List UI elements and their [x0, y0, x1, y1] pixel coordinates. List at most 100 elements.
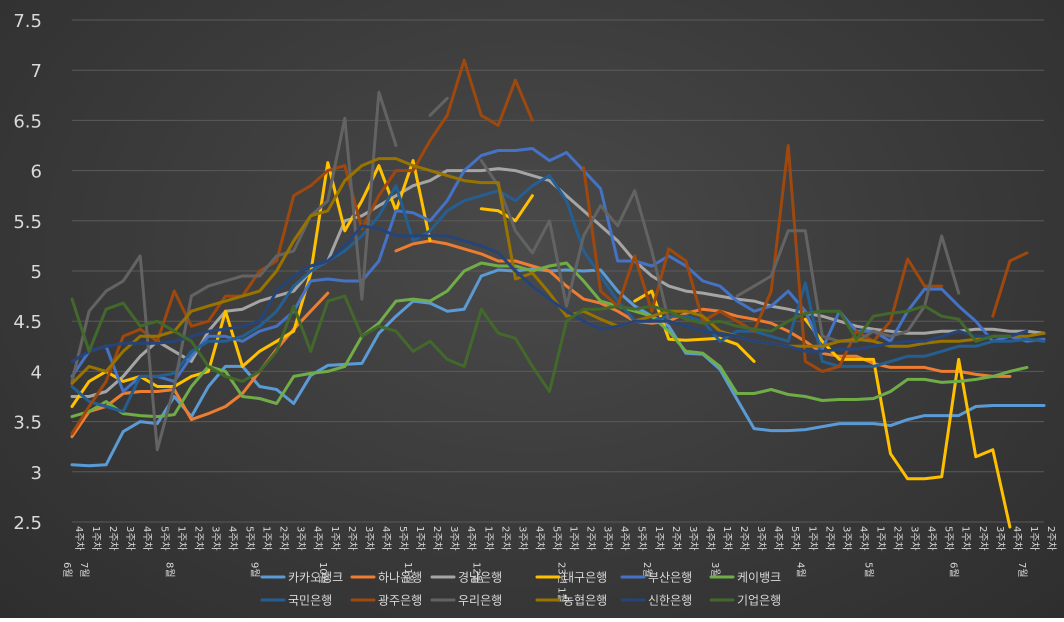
- y-tick-label: 5.5: [13, 212, 42, 233]
- x-tick-label: 3주차: [994, 526, 1006, 551]
- x-tick-label: 5주차: [158, 526, 170, 551]
- svg-text:5주차: 5주차: [550, 526, 562, 551]
- x-tick-label: 4주차: [619, 526, 631, 551]
- x-tick-label: 2주차: [278, 526, 290, 551]
- svg-text:1주차: 1주차: [175, 526, 187, 551]
- svg-text:4주차: 4주차: [380, 526, 392, 551]
- series-line-6: [70, 174, 1046, 414]
- svg-text:2주차: 2주차: [977, 526, 989, 551]
- legend-item: 하나은행: [350, 570, 422, 585]
- legend-item: 농협은행: [535, 593, 607, 608]
- legend-label: 광주은행: [378, 593, 422, 608]
- svg-text:12월: 12월: [470, 562, 482, 584]
- svg-text:2주차: 2주차: [585, 526, 597, 551]
- svg-text:2주차: 2주차: [738, 526, 750, 551]
- svg-text:7월: 7월: [1016, 562, 1028, 578]
- series-line-11: [70, 294, 1012, 393]
- svg-text:4월: 4월: [794, 562, 806, 578]
- svg-text:1주차: 1주차: [653, 526, 665, 551]
- svg-text:4주차: 4주차: [857, 526, 869, 551]
- x-tick-label: 3주차: [687, 526, 699, 551]
- y-axis-ticks: 2.5 3 3.5 4 4.5 5 5.5 6 6.5 7 7.5: [13, 11, 42, 534]
- x-tick-label: 2주차: [892, 526, 904, 551]
- x-tick-label: 3주차: [448, 526, 460, 551]
- x-tick-label: 2주차: [346, 526, 358, 551]
- svg-text:3주차: 3주차: [755, 526, 767, 551]
- series-line-8: [70, 90, 961, 452]
- legend-label: 케이뱅크: [737, 571, 781, 585]
- x-tick-label: 5주차: [636, 526, 648, 551]
- svg-text:5주차: 5주차: [789, 526, 801, 551]
- legend-label: 하나은행: [378, 570, 422, 585]
- series-lines: [70, 58, 1046, 529]
- series-line-10: [70, 224, 1029, 363]
- svg-text:3주차: 3주차: [209, 526, 221, 551]
- svg-text:8월: 8월: [163, 562, 175, 578]
- x-tick-label: 3주차: [295, 526, 307, 551]
- x-tick-label: 4주차: [1011, 526, 1023, 551]
- svg-text:2주차: 2주차: [670, 526, 682, 551]
- y-tick-label: 6: [31, 162, 42, 183]
- y-tick-label: 6.5: [13, 111, 42, 132]
- y-tick-label: 3: [31, 463, 42, 484]
- legend-item: 부산은행: [620, 570, 692, 585]
- svg-text:2주차: 2주차: [499, 526, 511, 551]
- y-tick-label: 2.5: [13, 513, 42, 534]
- svg-text:9월: 9월: [249, 562, 261, 578]
- svg-text:1주차: 1주차: [329, 526, 341, 551]
- svg-text:5주차: 5주차: [636, 526, 648, 551]
- x-tick-label: 4주차: [704, 526, 716, 551]
- svg-text:4주차: 4주차: [619, 526, 631, 551]
- series-line-5: [70, 261, 1029, 419]
- x-tick-label: 3주차: [209, 526, 221, 551]
- legend-item: 국민은행: [260, 593, 332, 608]
- svg-text:1주차: 1주차: [414, 526, 426, 551]
- svg-text:5주차: 5주차: [244, 526, 256, 551]
- legend-item: 우리은행: [430, 593, 502, 608]
- svg-text:1주차: 1주차: [721, 526, 733, 551]
- svg-text:4주차: 4주차: [704, 526, 716, 551]
- svg-text:3주차: 3주차: [295, 526, 307, 551]
- svg-text:3주차: 3주차: [363, 526, 375, 551]
- svg-text:3주차: 3주차: [124, 526, 136, 551]
- svg-text:5주차: 5주차: [397, 526, 409, 551]
- svg-text:2주차: 2주차: [107, 526, 119, 551]
- svg-text:5주차: 5주차: [943, 526, 955, 551]
- svg-text:23년 1월: 23년 1월: [556, 562, 568, 603]
- legend-label: 경남은행: [458, 570, 502, 585]
- svg-text:3주차: 3주차: [516, 526, 528, 551]
- svg-text:1주차: 1주차: [806, 526, 818, 551]
- y-tick-label: 7.5: [13, 11, 42, 32]
- legend-item: 케이뱅크: [709, 571, 781, 585]
- svg-text:5주차: 5주차: [158, 526, 170, 551]
- svg-text:1주차: 1주차: [568, 526, 580, 551]
- x-tick-label: 4주차: [533, 526, 545, 551]
- svg-text:6월: 6월: [61, 562, 73, 578]
- x-tick-label: 5주차: [397, 526, 409, 551]
- legend-item: 기업은행: [709, 593, 781, 608]
- svg-text:1주차: 1주차: [960, 526, 972, 551]
- legend-label: 대구은행: [563, 570, 607, 585]
- x-tick-label: 4주차: [772, 526, 784, 551]
- x-tick-label: 3주차: [602, 526, 614, 551]
- svg-text:2주차: 2주차: [192, 526, 204, 551]
- svg-text:11월: 11월: [402, 562, 414, 584]
- legend-item: 광주은행: [350, 593, 422, 608]
- svg-text:3월: 3월: [709, 562, 721, 578]
- x-tick-label: 2주차: [1045, 526, 1057, 551]
- svg-text:4주차: 4주차: [226, 526, 238, 551]
- x-tick-label: 4주차: [380, 526, 392, 551]
- y-tick-label: 4.5: [13, 312, 42, 333]
- svg-text:4주차: 4주차: [73, 526, 85, 551]
- svg-text:4주차: 4주차: [1011, 526, 1023, 551]
- svg-text:10월: 10월: [317, 562, 329, 584]
- svg-text:6월: 6월: [948, 562, 960, 578]
